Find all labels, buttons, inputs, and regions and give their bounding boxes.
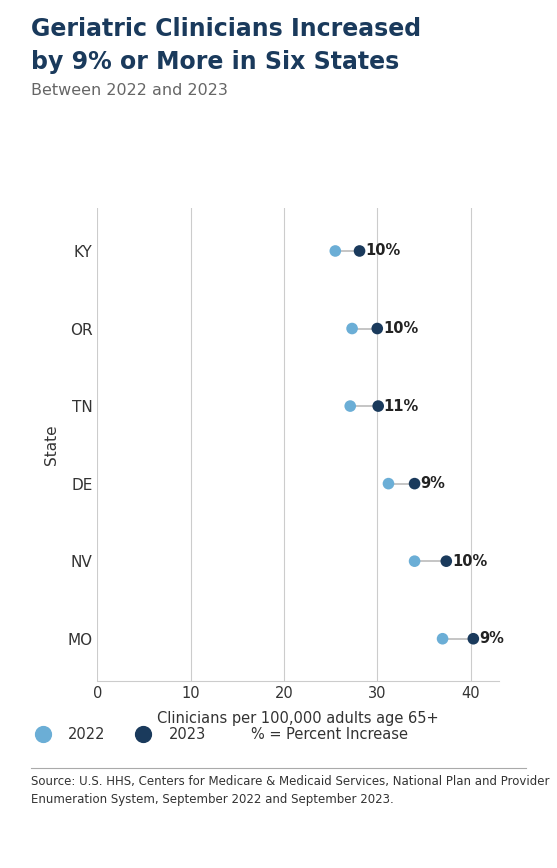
Point (346, 399, 355, 413)
Point (469, 632, 478, 646)
Text: Source: U.S. HHS, Centers for Medicare & Medicaid Services, National Plan and Pr: Source: U.S. HHS, Centers for Medicare &… (31, 775, 549, 806)
X-axis label: Clinicians per 100,000 adults age 65+: Clinicians per 100,000 adults age 65+ (157, 711, 439, 726)
Text: 10%: 10% (383, 321, 418, 336)
Text: 9%: 9% (420, 477, 445, 491)
Text: by 9% or More in Six States: by 9% or More in Six States (31, 50, 399, 75)
Point (438, 632, 447, 646)
Text: Between 2022 and 2023: Between 2022 and 2023 (31, 83, 227, 98)
Text: % = Percent Increase: % = Percent Increase (251, 727, 408, 742)
Point (348, 321, 356, 335)
Point (355, 244, 364, 258)
Text: 10%: 10% (365, 243, 400, 259)
Text: 9%: 9% (479, 631, 504, 647)
Text: 2023: 2023 (169, 727, 206, 742)
Point (331, 244, 340, 258)
Text: 11%: 11% (384, 398, 419, 413)
Y-axis label: State: State (44, 424, 59, 465)
Point (410, 477, 419, 490)
Point (410, 555, 419, 569)
Text: 10%: 10% (452, 554, 487, 569)
Point (384, 477, 393, 490)
Point (373, 321, 382, 335)
Text: 2022: 2022 (69, 727, 106, 742)
Point (39, 727, 48, 741)
Point (442, 555, 451, 569)
Point (139, 727, 148, 741)
Text: Geriatric Clinicians Increased: Geriatric Clinicians Increased (31, 17, 421, 42)
Point (374, 399, 383, 413)
